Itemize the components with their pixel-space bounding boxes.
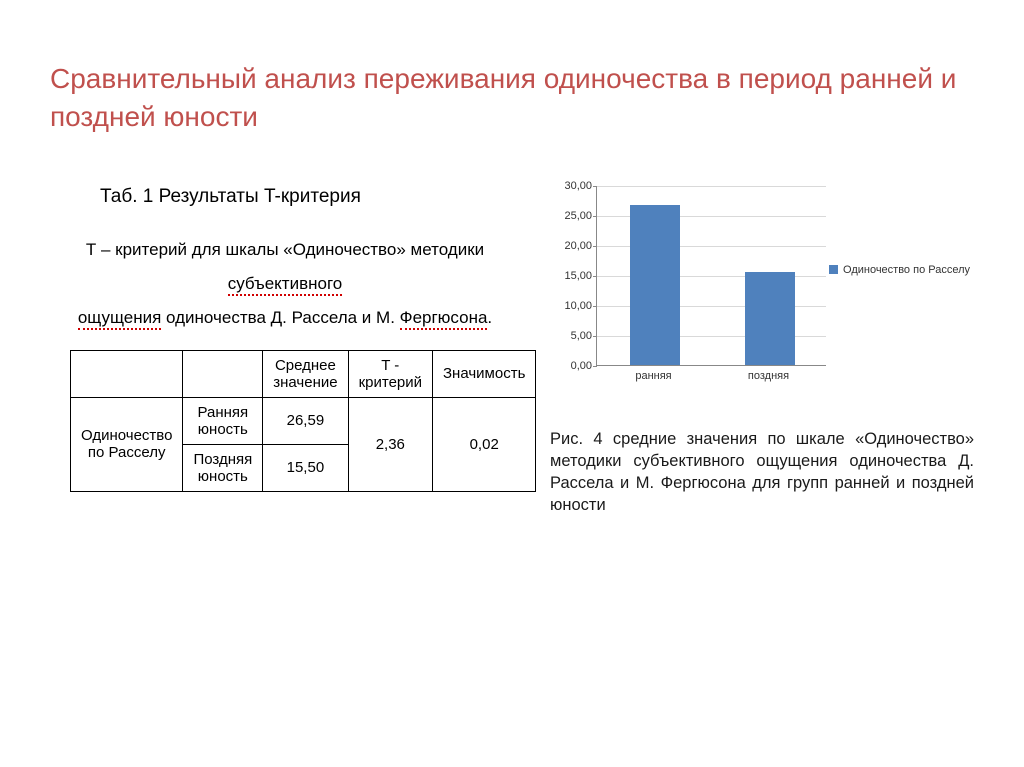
criterion-line2-dot: .	[487, 308, 492, 327]
chart-bar	[745, 272, 795, 365]
table-cell: Поздняя юность	[183, 444, 263, 491]
legend-label: Одиночество по Расселу	[843, 264, 970, 276]
chart-y-tick-label: 10,00	[564, 300, 592, 312]
chart-x-label: ранняя	[596, 370, 711, 382]
chart-bar	[630, 205, 680, 365]
criterion-line2-underlined-a: ощущения	[78, 308, 161, 330]
table-header-cell: Значимость	[433, 350, 536, 397]
chart-tick	[593, 216, 597, 217]
table-cell: 2,36	[348, 397, 432, 491]
bar-chart: 0,005,0010,0015,0020,0025,0030,00 Одиноч…	[550, 186, 970, 406]
legend-swatch	[829, 265, 838, 274]
right-column: 0,005,0010,0015,0020,0025,0030,00 Одиноч…	[550, 186, 974, 517]
chart-plot-area	[596, 186, 826, 366]
chart-gridline	[597, 186, 826, 187]
chart-y-tick-label: 25,00	[564, 210, 592, 222]
table-cell: 0,02	[433, 397, 536, 491]
criterion-line2-underlined-b: Фергюсона	[400, 308, 488, 330]
table-cell: 26,59	[263, 397, 348, 444]
chart-x-label: поздняя	[711, 370, 826, 382]
slide-title: Сравнительный анализ переживания одиноче…	[50, 60, 974, 136]
chart-y-axis: 0,005,0010,0015,0020,0025,0030,00	[550, 186, 596, 366]
chart-tick	[593, 276, 597, 277]
table-header-cell: Среднее значение	[263, 350, 348, 397]
chart-y-tick-label: 5,00	[571, 330, 592, 342]
criterion-line1-underlined: субъективного	[228, 274, 343, 296]
table-cell: Ранняя юность	[183, 397, 263, 444]
table-header-cell	[71, 350, 183, 397]
chart-tick	[593, 186, 597, 187]
table-cell-rowlabel: Одиночество по Расселу	[71, 397, 183, 491]
table-cell: 15,50	[263, 444, 348, 491]
chart-y-tick-label: 30,00	[564, 180, 592, 192]
criterion-line2-plain: одиночества Д. Рассела и М.	[161, 308, 399, 327]
table-title: Таб. 1 Результаты T-критерия	[100, 186, 520, 208]
criterion-line1-plain: Т – критерий для шкалы «Одиночество» мет…	[86, 240, 484, 259]
chart-y-tick-label: 0,00	[571, 360, 592, 372]
chart-legend: Одиночество по Расселу	[829, 264, 970, 276]
chart-tick	[593, 246, 597, 247]
chart-caption: Рис. 4 средние значения по шкале «Одиноч…	[550, 428, 974, 517]
table-row: Одиночество по Расселу Ранняя юность 26,…	[71, 397, 536, 444]
chart-y-tick-label: 15,00	[564, 270, 592, 282]
table-header-row: Среднее значение T - критерий Значимость	[71, 350, 536, 397]
content-columns: Таб. 1 Результаты T-критерия Т – критери…	[50, 186, 974, 517]
chart-tick	[593, 306, 597, 307]
results-table: Среднее значение T - критерий Значимость…	[70, 350, 536, 492]
table-header-cell: T - критерий	[348, 350, 432, 397]
left-column: Таб. 1 Результаты T-критерия Т – критери…	[50, 186, 520, 517]
chart-y-tick-label: 20,00	[564, 240, 592, 252]
chart-tick	[593, 366, 597, 367]
table-header-cell	[183, 350, 263, 397]
chart-tick	[593, 336, 597, 337]
criterion-text: Т – критерий для шкалы «Одиночество» мет…	[50, 233, 520, 335]
